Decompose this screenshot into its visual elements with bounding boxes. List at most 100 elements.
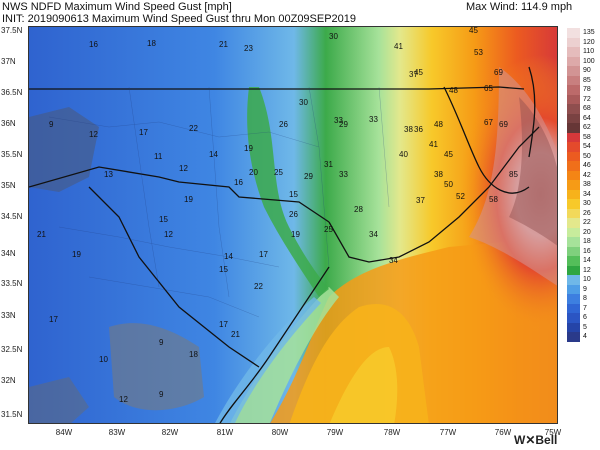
wind-gust-value: 17	[219, 320, 228, 329]
latitude-label: 37N	[1, 57, 16, 66]
wind-gust-value: 22	[254, 282, 263, 291]
latitude-label: 32.5N	[1, 345, 23, 354]
colorbar-swatch	[567, 37, 580, 47]
wind-gust-value: 41	[429, 140, 438, 149]
colorbar-swatch	[567, 180, 580, 190]
wind-gust-value: 26	[279, 120, 288, 129]
colorbar-swatch	[567, 170, 580, 180]
colorbar-swatch	[567, 132, 580, 142]
longitude-label: 76W	[494, 428, 512, 437]
latitude-label: 35.5N	[1, 150, 23, 159]
colorbar-swatch	[567, 265, 580, 275]
wind-gust-value: 17	[259, 250, 268, 259]
wind-gust-value: 65	[484, 84, 493, 93]
colorbar-swatch	[567, 113, 580, 123]
wind-gust-value: 33	[369, 115, 378, 124]
latitude-label: 37.5N	[1, 26, 23, 35]
wind-gust-value: 25	[274, 168, 283, 177]
map-title: NWS NDFD Maximum Wind Speed Gust [mph]	[2, 1, 232, 13]
wind-gust-value: 14	[224, 252, 233, 261]
state-boundaries	[29, 66, 540, 423]
wind-gust-value: 17	[49, 315, 58, 324]
wind-gust-value: 19	[72, 250, 81, 259]
wind-gust-value: 85	[509, 170, 518, 179]
colorbar-swatch	[567, 189, 580, 199]
colorbar-label: 100	[583, 57, 595, 65]
wind-gust-value: 45	[469, 27, 478, 35]
colorbar-swatch	[567, 142, 580, 152]
wind-gust-map: 16 18 21 23 30 41 45 53 9 12 17 22 19 37 45 48 65 69 30 33 3…	[28, 26, 558, 424]
wind-gust-value: 26	[289, 210, 298, 219]
colorbar-swatch	[567, 47, 580, 57]
wind-gust-value: 34	[389, 256, 398, 265]
wind-gust-value: 20	[249, 168, 258, 177]
colorbar-label: 78	[583, 86, 591, 93]
wind-gust-value: 12	[179, 164, 188, 173]
longitude-label: 84W	[55, 428, 73, 437]
wind-gust-value: 12	[89, 130, 98, 139]
latitude-label: 33N	[1, 311, 16, 320]
colorbar-swatch	[567, 332, 580, 342]
max-wind-readout: Max Wind: 114.9 mph	[466, 1, 573, 13]
longitude-label: 82W	[161, 428, 179, 437]
colorbar-label: 46	[583, 162, 591, 169]
colorbar-label: 50	[583, 152, 591, 160]
longitude-label: 83W	[108, 428, 126, 437]
colorbar-label: 10	[583, 276, 591, 283]
colorbar-label: 34	[583, 190, 591, 198]
wind-gust-value: 34	[369, 230, 378, 239]
latitude-label: 34.5N	[1, 212, 23, 221]
colorbar-swatch	[567, 218, 580, 228]
colorbar-label: 54	[583, 143, 591, 150]
wind-gust-value: 9	[49, 120, 54, 129]
wind-gust-value: 37	[409, 70, 418, 79]
colorbar-label: 7	[583, 304, 587, 312]
wind-gust-value: 33	[339, 170, 348, 179]
wind-gust-value: 19	[244, 144, 253, 153]
wind-gust-value: 17	[139, 128, 148, 137]
colorbar-label: 20	[583, 228, 591, 236]
wind-gust-value: 48	[449, 86, 458, 95]
wind-gust-value: 45	[444, 150, 453, 159]
colorbar-label: 22	[583, 219, 591, 226]
wind-gust-value: 50	[444, 180, 453, 189]
wind-gust-value: 29	[304, 172, 313, 181]
colorbar-swatch	[567, 313, 580, 323]
wind-gust-value: 38	[404, 125, 413, 134]
latitude-label: 35N	[1, 181, 16, 190]
wind-gust-value: 16	[89, 40, 98, 49]
latitude-label: 36.5N	[1, 88, 23, 97]
wind-gust-value: 29	[339, 120, 348, 129]
wind-gust-value: 21	[231, 330, 240, 339]
wind-gust-value: 53	[474, 48, 483, 57]
wind-gust-value: 11	[154, 152, 163, 161]
colorbar-swatch	[567, 75, 580, 85]
wind-gust-value: 22	[189, 124, 198, 133]
colorbar-label: 18	[583, 238, 591, 245]
wind-gust-value: 67	[484, 118, 493, 127]
colorbar-swatch	[567, 123, 580, 133]
latitude-label: 34N	[1, 249, 16, 258]
latitude-label: 33.5N	[1, 279, 23, 288]
longitude-label: 77W	[439, 428, 457, 437]
longitude-label: 80W	[271, 428, 289, 437]
wind-gust-value: 9	[159, 390, 164, 399]
wind-gust-value: 40	[399, 150, 408, 159]
colorbar-swatch	[567, 275, 580, 285]
longitude-label: 78W	[383, 428, 401, 437]
wind-gust-value: 28	[354, 205, 363, 214]
colorbar-swatch	[567, 227, 580, 237]
colorbar-swatch	[567, 85, 580, 95]
longitude-label: 79W	[326, 428, 344, 437]
colorbar-label: 135	[583, 29, 595, 36]
colorbar-label: 64	[583, 114, 591, 122]
wind-gust-value: 30	[299, 98, 308, 107]
wind-gust-value: 58	[489, 195, 498, 204]
colorbar-swatch	[567, 94, 580, 104]
wind-gust-value: 10	[99, 355, 108, 364]
wind-gust-value: 31	[324, 160, 333, 169]
colorbar-swatch	[567, 56, 580, 66]
wind-gust-value: 13	[104, 170, 113, 179]
colorbar-label: 4	[583, 333, 587, 340]
wind-gust-value: 38	[434, 170, 443, 179]
